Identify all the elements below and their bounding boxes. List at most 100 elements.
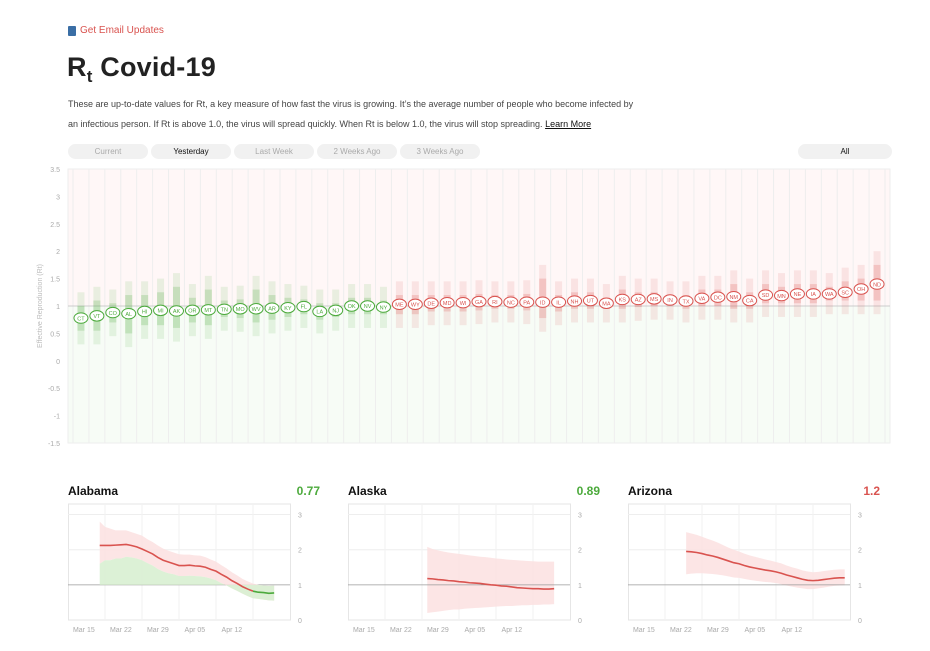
state-point xyxy=(137,305,153,318)
title-r: R xyxy=(67,52,87,82)
confidence-band xyxy=(686,532,845,590)
mini-x-tick: Mar 15 xyxy=(633,627,655,634)
state-point xyxy=(582,294,598,307)
intro-paragraph: These are up-to-date values for Rt, a ke… xyxy=(68,94,638,134)
state-point xyxy=(678,295,694,307)
state-point xyxy=(837,286,853,299)
mini-y-tick: 1 xyxy=(298,583,302,590)
state-card-alabama[interactable]: Alabama 0.77 0 1 2 3 Mar 15 Mar 22 Mar 29 Apr 0… xyxy=(68,482,320,642)
mini-x-tick: Mar 29 xyxy=(427,627,449,634)
rt-line xyxy=(252,590,275,595)
y-tick-label: 2 xyxy=(56,249,60,256)
state-label: VA xyxy=(698,297,705,303)
state-label: WA xyxy=(825,292,834,298)
mini-y-tick: 2 xyxy=(298,548,302,555)
book-icon xyxy=(68,25,76,36)
state-label: ND xyxy=(873,282,881,288)
state-label: AK xyxy=(173,309,181,315)
state-point xyxy=(789,288,805,300)
state-rt-value: 0.89 xyxy=(576,484,600,498)
state-point xyxy=(662,294,678,306)
rt-line xyxy=(99,543,254,592)
email-link-label: Get Email Updates xyxy=(80,25,164,36)
tab-3-weeks-ago[interactable]: 3 Weeks Ago xyxy=(400,144,480,159)
state-label: KS xyxy=(619,298,627,304)
mini-x-tick: Mar 22 xyxy=(110,627,132,634)
intro-text: These are up-to-date values for Rt, a ke… xyxy=(68,99,634,129)
state-label: NJ xyxy=(332,309,339,315)
mini-x-tick: Mar 29 xyxy=(147,627,169,634)
state-chart-alaska: 0 1 2 3 Mar 15 Mar 22 Mar 29 Apr 05 Apr 12 xyxy=(348,503,582,634)
confidence-band xyxy=(427,546,555,613)
tab-last-week[interactable]: Last Week xyxy=(234,144,314,159)
state-label: OK xyxy=(348,304,356,310)
mini-y-tick: 2 xyxy=(858,548,862,555)
state-card-alaska[interactable]: Alaska 0.89 0 1 2 3 Mar 15 Mar 22 Mar 29 Apr 05… xyxy=(348,482,600,642)
state-card-arizona[interactable]: Arizona 1.2 0 1 2 3 Mar 15 Mar 22 Mar 29 Apr 05… xyxy=(628,482,880,642)
mini-y-tick: 3 xyxy=(858,513,862,520)
state-point xyxy=(694,292,710,305)
state-label: SC xyxy=(841,291,849,297)
mini-x-tick: Mar 15 xyxy=(353,627,375,634)
tab-yesterday[interactable]: Yesterday xyxy=(151,144,231,159)
state-point xyxy=(630,293,646,306)
mini-y-tick: 2 xyxy=(578,548,582,555)
state-name: Alaska xyxy=(348,484,387,498)
state-label: NM xyxy=(729,295,738,301)
state-label: WI xyxy=(460,301,467,307)
state-point xyxy=(375,301,391,313)
state-label: MN xyxy=(777,294,786,300)
state-label: MO xyxy=(236,307,246,313)
state-point xyxy=(471,295,487,308)
state-point xyxy=(567,295,583,307)
state-chart-alabama: 0 1 2 3 Mar 15 Mar 22 Mar 29 Apr 05 Apr 12 xyxy=(68,503,302,634)
state-rt-value: 1.2 xyxy=(863,484,880,498)
state-point xyxy=(758,289,774,301)
state-label: TN xyxy=(221,307,228,313)
state-label: DC xyxy=(714,295,722,301)
learn-more-link[interactable]: Learn More xyxy=(545,119,592,129)
mini-y-tick: 1 xyxy=(578,583,582,590)
state-point xyxy=(726,290,742,303)
state-point xyxy=(774,289,790,302)
tab-2-weeks-ago[interactable]: 2 Weeks Ago xyxy=(317,144,397,159)
mini-x-tick: Mar 15 xyxy=(73,627,95,634)
state-label: CO xyxy=(109,311,118,317)
state-chart-arizona: 0 1 2 3 Mar 15 Mar 22 Mar 29 Apr 05 Apr 12 xyxy=(628,503,862,634)
state-label: UT xyxy=(587,299,595,305)
email-updates-link[interactable]: Get Email Updates xyxy=(68,25,164,36)
state-label: KY xyxy=(284,306,292,312)
region-filter-select[interactable]: All xyxy=(798,144,892,159)
state-label: ID xyxy=(540,300,546,306)
rt-line xyxy=(686,550,845,582)
state-point xyxy=(216,303,232,315)
page-title: Rt Covid-19 xyxy=(67,52,216,87)
state-label: NV xyxy=(364,304,372,310)
state-point xyxy=(853,283,869,295)
state-label: FL xyxy=(301,305,307,311)
mini-x-tick: Mar 22 xyxy=(670,627,692,634)
mini-x-tick: Apr 05 xyxy=(745,627,766,634)
state-point xyxy=(105,306,121,319)
state-point xyxy=(869,278,885,290)
state-point xyxy=(503,296,519,308)
state-point xyxy=(264,302,280,314)
state-point xyxy=(121,307,137,320)
tab-current[interactable]: Current xyxy=(68,144,148,159)
state-point xyxy=(614,293,630,306)
state-label: NC xyxy=(507,300,515,306)
state-point xyxy=(280,301,296,314)
state-label: OH xyxy=(857,287,865,293)
state-point xyxy=(423,297,439,309)
state-point xyxy=(232,303,248,315)
rt-line xyxy=(427,577,555,590)
state-label: TX xyxy=(682,299,689,305)
state-rt-value: 0.77 xyxy=(296,484,320,498)
mini-x-tick: Mar 29 xyxy=(707,627,729,634)
state-label: RI xyxy=(492,300,498,306)
state-label: VT xyxy=(93,314,101,320)
state-label: MT xyxy=(204,308,213,314)
state-point xyxy=(551,296,567,308)
state-label: MI xyxy=(158,309,165,315)
state-point xyxy=(439,297,455,309)
